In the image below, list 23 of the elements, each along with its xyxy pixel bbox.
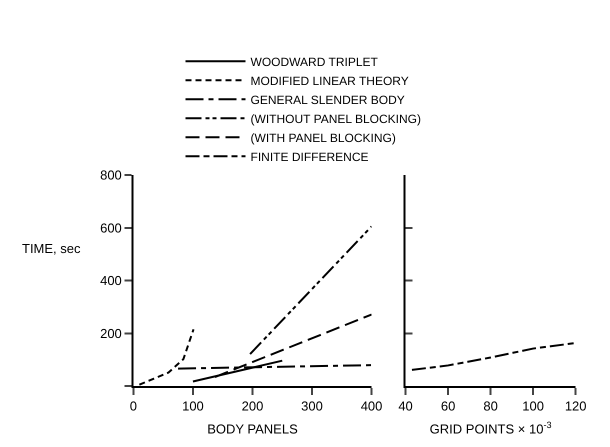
x-tick-label: 40 xyxy=(398,398,413,414)
legend-label: WOODWARD TRIPLET xyxy=(250,54,379,69)
x-tick-label: 60 xyxy=(440,398,456,414)
legend-label: GENERAL SLENDER BODY xyxy=(250,92,405,107)
x-tick-label: 300 xyxy=(301,398,323,414)
legend-label: MODIFIED LINEAR THEORY xyxy=(250,74,409,88)
x-tick-label: 120 xyxy=(564,398,587,414)
y-tick-label: 800 xyxy=(100,168,122,183)
y-tick-label: 200 xyxy=(100,326,122,341)
x-tick-label: 0 xyxy=(130,398,138,414)
legend-label: (WITH PANEL BLOCKING) xyxy=(250,130,396,145)
y-axis-title: TIME, sec xyxy=(22,241,82,256)
x-axis-title: BODY PANELS xyxy=(207,422,298,437)
x-axis-title: GRID POINTS × 10$^{-3}$ xyxy=(430,420,552,437)
y-tick-label: 600 xyxy=(100,220,122,236)
x-tick-label: 400 xyxy=(360,398,382,414)
x-tick-label: 80 xyxy=(483,398,498,414)
legend-label: (WITHOUT PANEL BLOCKING) xyxy=(250,112,421,126)
y-tick-label: 400 xyxy=(100,273,122,288)
x-tick-label: 100 xyxy=(182,398,204,414)
x-tick-label: 100 xyxy=(522,398,544,414)
text: FINITE DIFFERENCE xyxy=(250,150,369,164)
x-tick-label: 200 xyxy=(242,398,264,414)
